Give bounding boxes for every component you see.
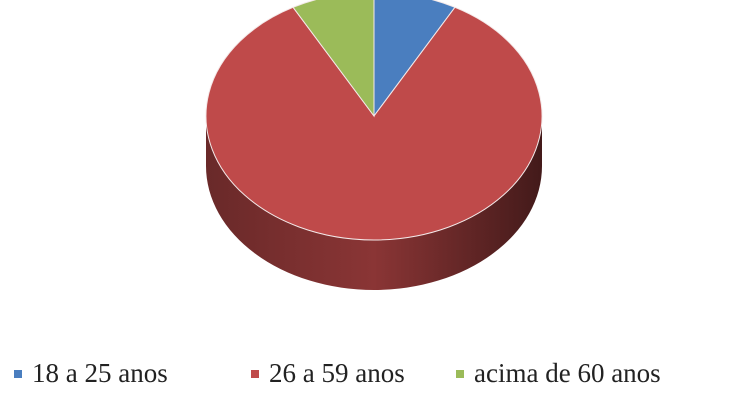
legend-item-2: acima de 60 anos (456, 356, 661, 390)
pie-slice-1 (205, 6, 543, 241)
legend-item-0: 18 a 25 anos (14, 356, 168, 390)
legend-label-0: 18 a 25 anos (32, 358, 168, 388)
chart-legend: 18 a 25 anos 26 a 59 anos acima de 60 an… (0, 356, 749, 390)
legend-swatch-2 (456, 369, 464, 378)
legend-swatch-1 (251, 369, 259, 378)
pie-slice-2 (292, 0, 375, 118)
pie-side-1 (206, 116, 542, 290)
legend-swatch-0 (14, 369, 22, 378)
legend-item-1: 26 a 59 anos (251, 356, 405, 390)
legend-label-2: acima de 60 anos (474, 358, 661, 388)
legend-label-1: 26 a 59 anos (269, 358, 405, 388)
